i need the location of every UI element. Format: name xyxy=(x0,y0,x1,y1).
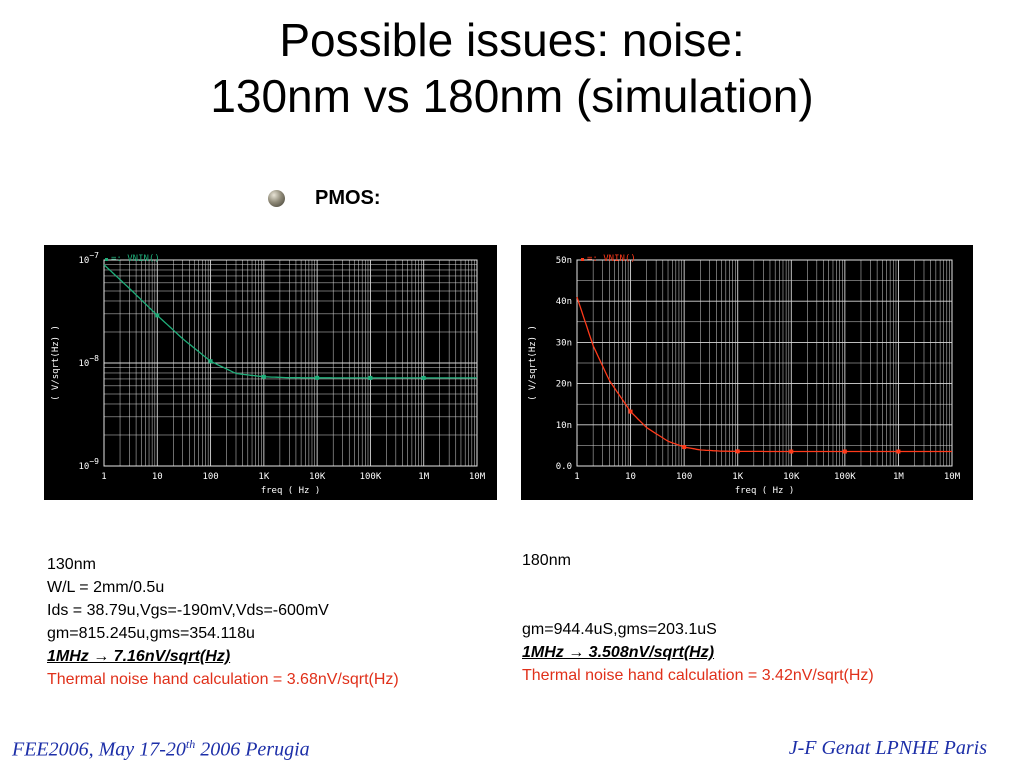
data-point xyxy=(155,313,160,318)
y-tick-label: 10n xyxy=(556,421,572,431)
info-line: 130nm xyxy=(47,556,96,573)
thermal-line: Thermal noise hand calculation = 3.42nV/… xyxy=(522,667,874,684)
footer-right: J-F Genat LPNHE Paris xyxy=(788,737,987,759)
title-line-1: Possible issues: noise: xyxy=(279,14,745,66)
plot-130nm-svg: 1 10 100 1K 10K 100K 1M 10M 10−7 10−8 10−9 freq ( H… xyxy=(51,251,486,496)
legend-marker xyxy=(105,258,108,261)
y-tick-exponent: −8 xyxy=(89,354,99,363)
x-tick-label: 1K xyxy=(732,472,743,482)
x-tick-label: 1K xyxy=(258,472,269,482)
plot-180nm-svg: 1 10 100 1K 10K 100K 1M 10M 50n 40n 30n 20n 10n 0.0 fr… xyxy=(528,254,961,496)
legend-label: =: VNIN() xyxy=(111,254,160,264)
data-point xyxy=(682,445,687,450)
data-point xyxy=(261,374,266,379)
bullet-label: PMOS: xyxy=(315,187,381,209)
y-tick-label: 0.0 xyxy=(556,462,572,472)
x-tick-label: 1 xyxy=(101,472,106,482)
x-tick-label: 100 xyxy=(202,472,218,482)
result-line: 1MHz → 7.16nV/sqrt(Hz) xyxy=(47,648,231,665)
plot-frame xyxy=(103,259,478,467)
data-point xyxy=(208,359,213,364)
y-tick-label: 40n xyxy=(556,297,572,307)
x-tick-label: 10 xyxy=(625,472,636,482)
y-tick-label: 10−9 xyxy=(79,457,100,472)
footer-left: FEE2006, May 17-20th 2006 Perugia xyxy=(12,737,310,762)
x-tick-label: 10M xyxy=(944,472,961,482)
info-130nm: 130nm W/L = 2mm/0.5u Ids = 38.79u,Vgs=-1… xyxy=(47,553,399,691)
x-tick-label: 10K xyxy=(783,472,800,482)
x-tick-label: 100K xyxy=(834,472,856,482)
data-point xyxy=(368,375,373,380)
y-tick-label: 50n xyxy=(556,256,572,266)
y-tick-exponent: −7 xyxy=(89,251,99,260)
y-axis-label: ( V/sqrt(Hz) ) xyxy=(528,325,538,401)
info-line: gm=815.245u,gms=354.118u xyxy=(47,625,255,642)
thermal-line: Thermal noise hand calculation = 3.68nV/… xyxy=(47,671,399,688)
x-tick-label: 1M xyxy=(418,472,429,482)
data-point xyxy=(896,449,901,454)
y-tick-label: 10−8 xyxy=(79,354,100,369)
y-tick-label: 20n xyxy=(556,380,572,390)
plot-frame xyxy=(576,259,953,467)
data-point xyxy=(421,375,426,380)
y-axis-label: ( V/sqrt(Hz) ) xyxy=(51,325,61,401)
info-line: 180nm xyxy=(522,552,571,569)
y-tick-exponent: −9 xyxy=(89,457,99,466)
data-point xyxy=(315,375,320,380)
data-point xyxy=(789,449,794,454)
plot-180nm: 1 10 100 1K 10K 100K 1M 10M 50n 40n 30n 20n 10n 0.0 fr… xyxy=(521,245,973,500)
series-line xyxy=(576,296,952,453)
data-point xyxy=(842,449,847,454)
x-tick-label: 100K xyxy=(360,472,382,482)
x-tick-label: 10K xyxy=(309,472,326,482)
result-line: 1MHz → 3.508nV/sqrt(Hz) xyxy=(522,644,715,661)
plot-130nm: 1 10 100 1K 10K 100K 1M 10M 10−7 10−8 10−9 freq ( H… xyxy=(44,245,497,500)
info-line: Ids = 38.79u,Vgs=-190mV,Vds=-600mV xyxy=(47,602,329,619)
footer-left-a: FEE2006, May 17-20 xyxy=(12,738,186,761)
bullet-icon xyxy=(268,190,285,207)
footer-left-b: 2006 Perugia xyxy=(195,738,310,761)
legend-label: =: VNIN() xyxy=(587,254,636,264)
y-tick-label: 10−7 xyxy=(79,251,100,266)
y-tick-label: 30n xyxy=(556,338,572,348)
info-line xyxy=(522,595,874,618)
x-axis-label: freq ( Hz ) xyxy=(735,486,795,496)
title-line-2: 130nm vs 180nm (simulation) xyxy=(210,70,814,122)
info-line: gm=944.4uS,gms=203.1uS xyxy=(522,621,717,638)
x-axis-label: freq ( Hz ) xyxy=(261,486,321,496)
legend-marker xyxy=(581,258,584,261)
x-tick-label: 1 xyxy=(574,472,579,482)
info-line: W/L = 2mm/0.5u xyxy=(47,579,165,596)
x-tick-label: 1M xyxy=(893,472,904,482)
series-line xyxy=(103,264,477,379)
x-tick-label: 10 xyxy=(152,472,163,482)
x-tick-label: 100 xyxy=(676,472,692,482)
footer-left-sup: th xyxy=(185,737,196,751)
slide-title: Possible issues: noise: 130nm vs 180nm (… xyxy=(0,12,1024,124)
info-line xyxy=(522,572,874,595)
data-point xyxy=(735,449,740,454)
x-tick-label: 10M xyxy=(469,472,486,482)
info-180nm: 180nm gm=944.4uS,gms=203.1uS 1MHz → 3.50… xyxy=(522,549,874,687)
data-point xyxy=(628,409,633,414)
